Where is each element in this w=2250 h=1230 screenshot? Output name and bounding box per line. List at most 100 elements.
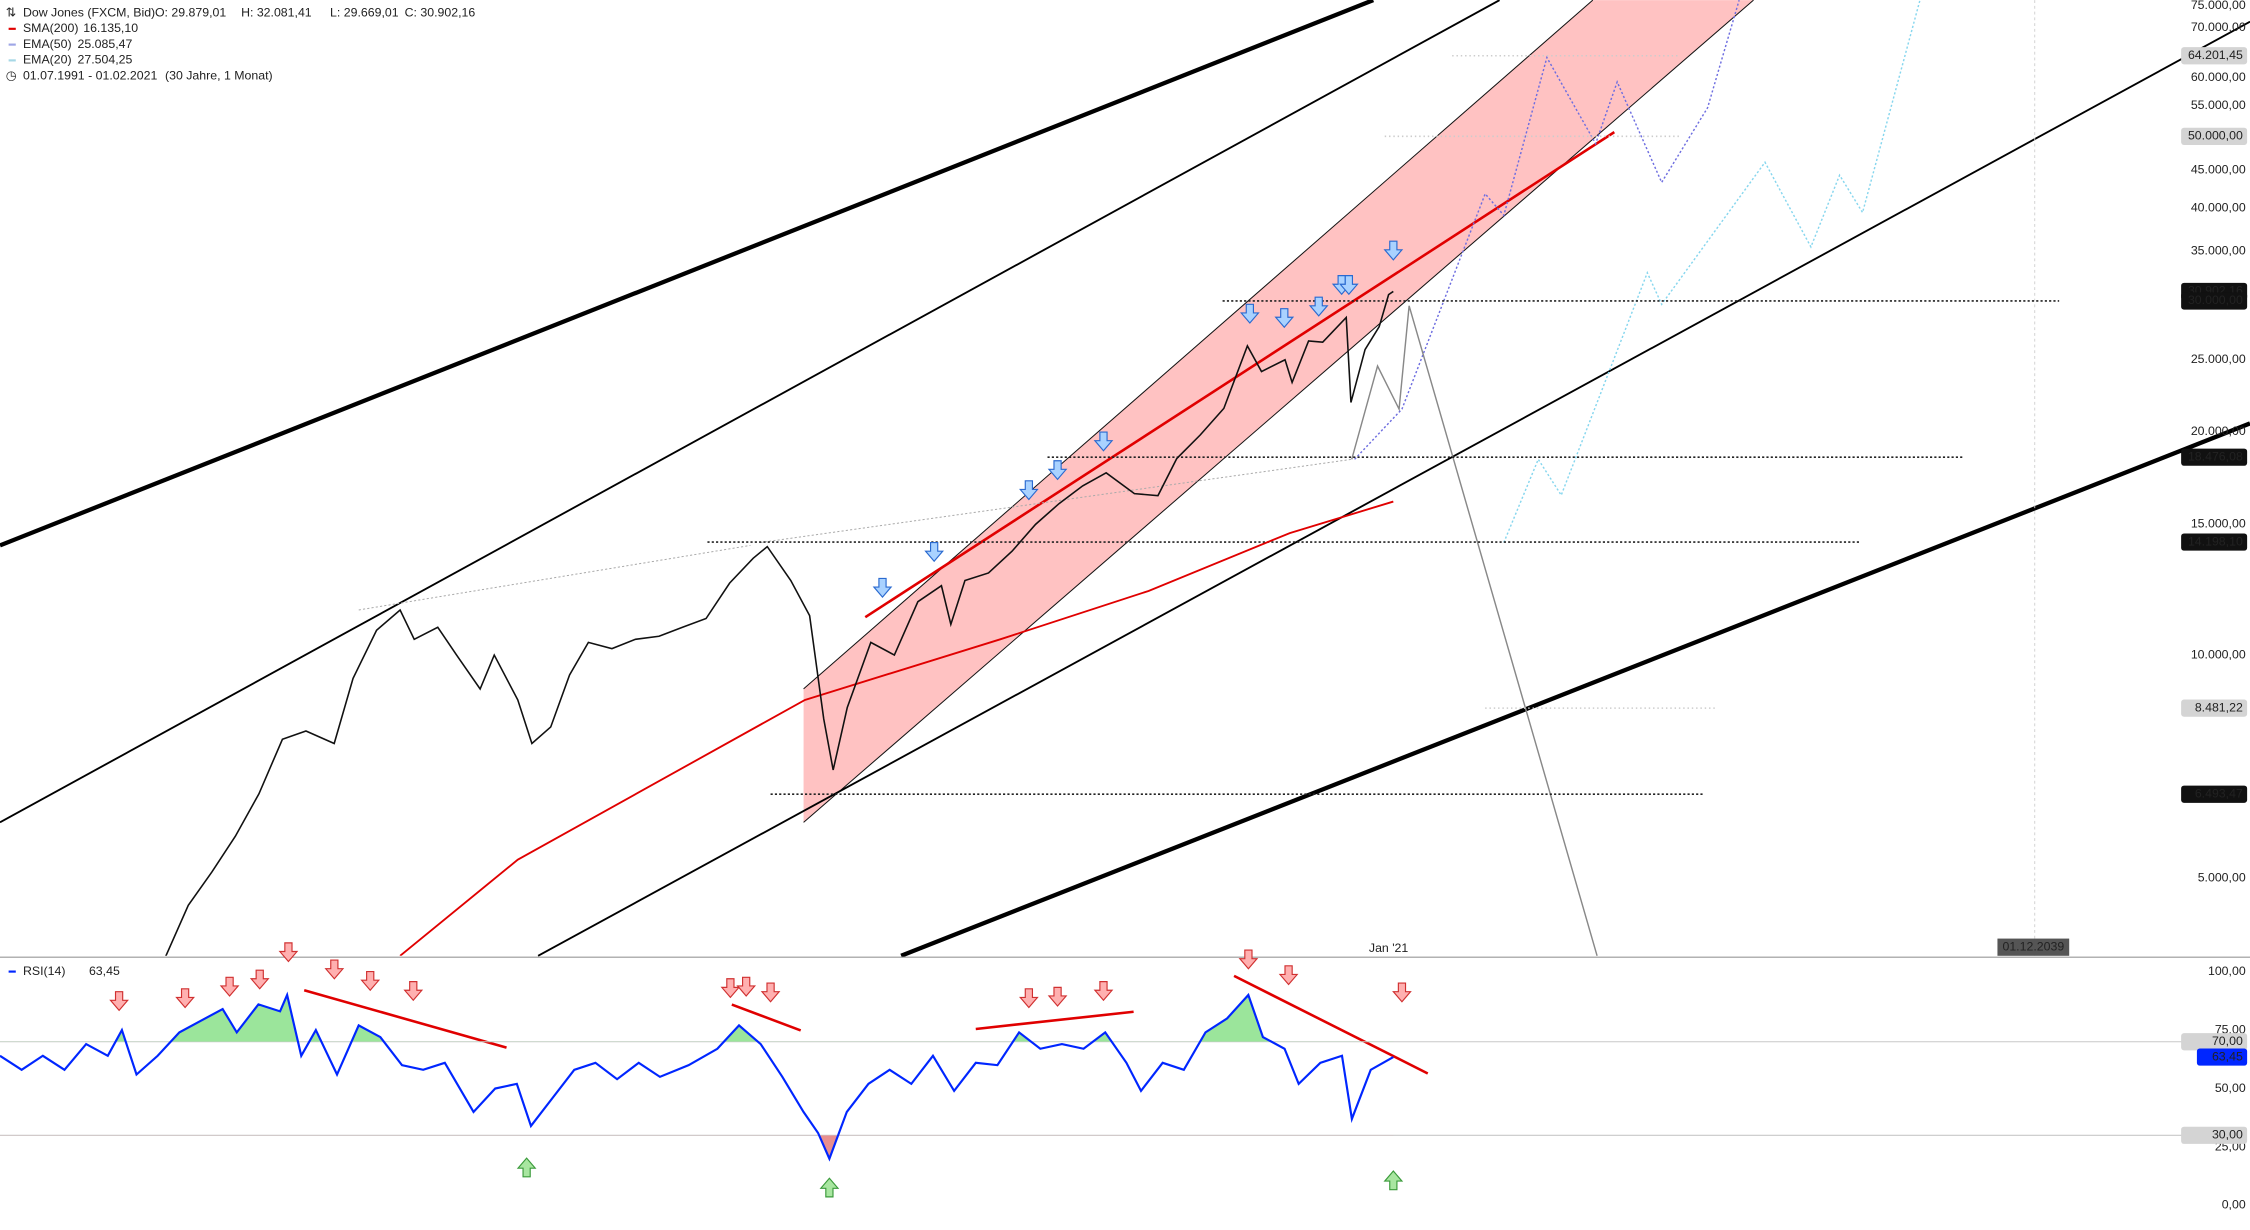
rsi-overbought-fill [115,994,1272,1042]
signal-arrow [109,991,129,1012]
price-tag-label: 18.476,08 [2188,449,2243,463]
y-tick-label: 75,00 [2215,1022,2246,1036]
trend-line [0,0,1500,824]
y-tick-label: 40.000,00 [2191,201,2246,215]
signal-arrow [1392,982,1412,1003]
rsi-trend-line [303,988,507,1049]
data-line [165,290,1394,956]
signal-arrow [403,981,424,1002]
y-tick-label: 100,00 [2208,964,2246,978]
price-tag [2181,1033,2248,1051]
signal-arrow [819,1177,840,1198]
signal-arrow [1274,308,1295,329]
legend: ⇅ Dow Jones (FXCM, Bid) O: 29.879,01 H: … [6,5,476,978]
legend-icon: ⇅ [6,5,16,19]
clock-icon: ◷ [6,68,17,82]
signal-arrow [1047,460,1068,481]
signal-arrow [720,978,741,999]
rsi-trend-line [975,1010,1134,1031]
ohlc-high: H: 32.081,41 [241,5,312,19]
data-line [0,991,1394,1162]
helper-line [760,458,1352,544]
price-tag [2181,785,2248,803]
signal-arrow [1019,480,1039,501]
price-tag-label: 30,00 [2212,1128,2243,1142]
y-tick-label: 15.000,00 [2191,517,2246,531]
signal-arrow [1019,988,1039,1009]
date-tag-label: 01.12.2039 [2002,939,2064,953]
price-tag-label: 6.493,47 [2195,786,2243,800]
signal-arrow [1308,296,1329,317]
period: 01.07.1991 - 01.02.2021 [23,68,158,82]
signal-arrow [1338,275,1359,296]
y-tick-label: 45.000,00 [2191,163,2246,177]
price-tag [2181,127,2248,145]
trend-line [900,421,2250,958]
rsi-trend-line [731,1003,802,1032]
price-tag-label: 14.198,10 [2188,534,2243,548]
rsi-trend-line [1233,974,1429,1075]
price-tag [2181,448,2248,466]
red-trend-line [864,131,1616,619]
price-tag [2181,533,2248,551]
signal-arrow [736,976,757,997]
signal-arrow [1383,1170,1404,1191]
legend-name: SMA(200) [23,21,79,35]
price-tag-label: 8.481,22 [2195,700,2243,714]
projection-path [1503,0,1921,543]
trend-line [0,0,1375,548]
projection-path [1351,305,1598,956]
channel-edge [803,0,1754,823]
price-tag [2196,1048,2248,1066]
channel-edge [803,0,1594,690]
helper-line [358,544,751,611]
y-tick-label: 50,00 [2215,1081,2246,1095]
y-tick-label: 35.000,00 [2191,244,2246,258]
y-tick-label: 70.000,00 [2191,20,2246,34]
signal-arrow [324,959,345,980]
legend-name: EMA(20) [23,53,72,67]
legend-name: EMA(50) [23,37,72,51]
ohlc-low: L: 29.669,01 [330,5,399,19]
price-tag-label: 70,00 [2212,1034,2243,1048]
signal-arrow [1093,431,1114,452]
y-tick-label: 75.000,00 [2191,0,2246,12]
y-tick-label: 5.000,00 [2198,871,2246,885]
legend-value: 27.504,25 [77,53,132,67]
price-tag-label: 50.000,00 [2188,129,2243,143]
signal-arrow [249,969,270,990]
signal-arrow [219,976,240,997]
signal-arrow [924,541,945,563]
price-tag [2181,1126,2248,1144]
signal-arrow [175,988,195,1009]
price-tag [2181,47,2248,65]
price-tag-label: 64.201,45 [2188,48,2243,62]
x-tick-label: Jan '21 [1369,941,1409,955]
price-tag-label: 30.000,00 [2188,293,2243,307]
signal-arrow [872,577,893,598]
y-tick-label: 20.000,00 [2191,424,2246,438]
signal-arrow [1239,303,1260,324]
signal-arrow [1093,981,1114,1002]
signal-arrow [760,982,781,1003]
signal-arrow [1278,965,1299,986]
signal-arrow [516,1157,537,1178]
y-tick-label: 0,00 [2222,1198,2246,1212]
price-tag [2181,699,2248,717]
data-line [399,500,1394,956]
price-tag-label: 63,45 [2212,1049,2243,1063]
y-tick-label: 25.000,00 [2191,352,2246,366]
signal-arrow [1047,986,1068,1007]
period-note: (30 Jahre, 1 Monat) [165,68,273,82]
ohlc-close: C: 30.902,16 [405,5,476,19]
y-tick-label: 55.000,00 [2191,98,2246,112]
signal-arrow [278,942,299,963]
instrument-title: Dow Jones (FXCM, Bid) [23,5,155,19]
price-plot [165,290,1394,956]
projection-path [1354,0,1740,460]
date-tag [1997,938,2070,956]
legend-value: 16.135,10 [83,21,138,35]
